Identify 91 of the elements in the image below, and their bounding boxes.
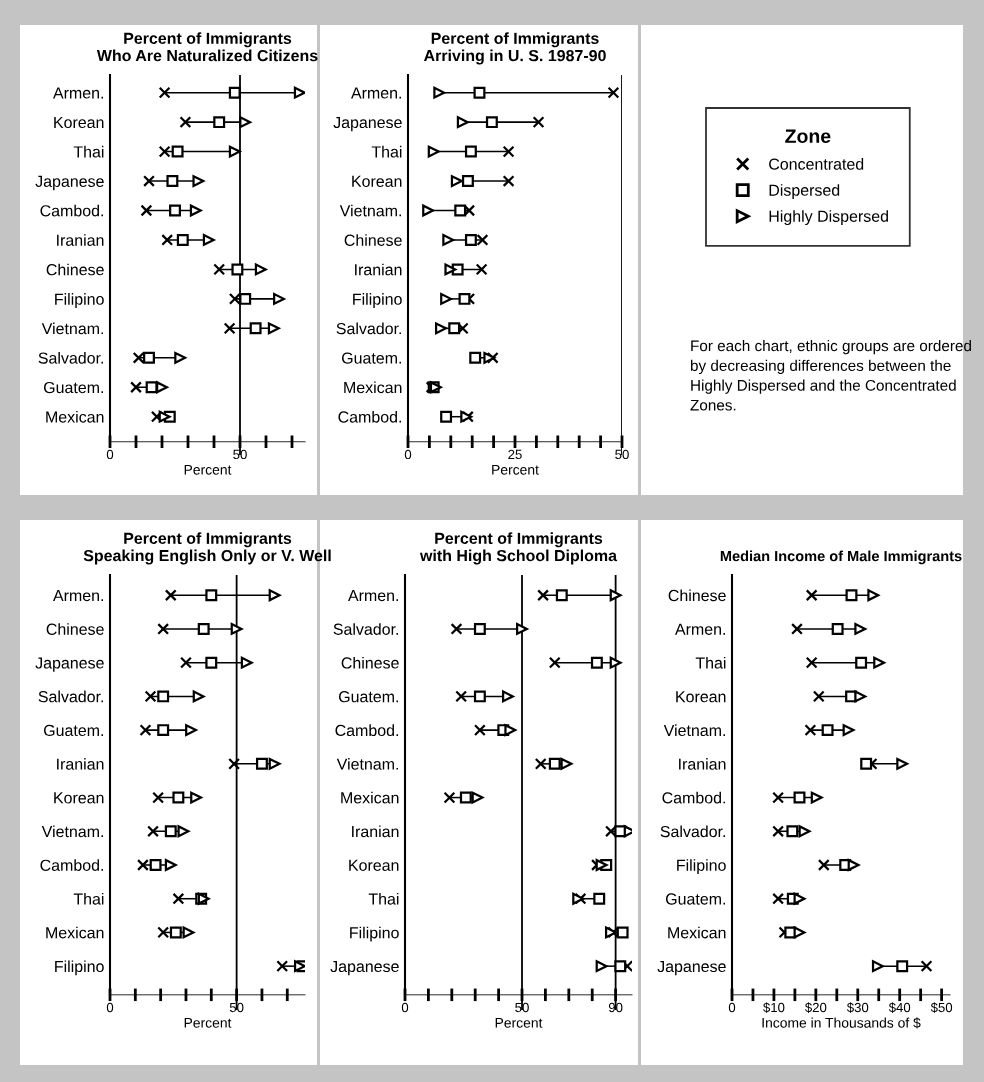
y-tick-label: Filipino [350,926,399,942]
x-tick-label: 50 [229,1002,244,1013]
y-tick-label: Guatem. [666,893,725,905]
chart-title: Median Income of Male Immigrants [720,550,962,565]
y-tick-label: Japanese [330,960,399,976]
y-tick-label: Japanese [35,657,104,672]
x-tick-label: 0 [106,1002,114,1013]
x-tick-label: 50 [515,1002,529,1013]
x-tick-label: $30 [846,1002,869,1013]
x-tick-label: 90 [608,1002,623,1013]
y-tick-label: Chinese [46,263,104,276]
chart-title: Percent of Immigrants Speaking English Only or V. Well [83,532,331,565]
y-tick-label: Filipino [677,859,726,875]
y-tick-label: Mexican [341,791,399,804]
x-tick-label: 25 [508,449,522,460]
x-tick-label: $50 [930,1002,953,1013]
x-tick-label: 0 [106,449,114,460]
y-tick-label: Cambod. [40,204,103,217]
y-tick-label: Chinese [46,623,104,635]
y-tick-label: Vietnam. [663,724,725,737]
y-tick-label: Thai [368,892,399,905]
legend-label: Highly Dispersed [769,210,888,226]
y-tick-label: Guatem. [339,691,398,703]
legend-label: Dispersed [769,184,840,200]
x-tick-label: 0 [728,1002,736,1013]
y-tick-label: Mexican [668,926,726,939]
y-tick-label: Armen. [53,590,103,602]
y-tick-label: Guatem. [44,724,103,737]
y-tick-label: Vietnam. [339,204,401,217]
y-tick-label: Japanese [657,960,726,976]
y-tick-label: Vietnam. [336,758,398,770]
y-tick-label: Guatem. [342,352,401,364]
y-tick-label: Japanese [333,116,402,132]
x-axis-title: Percent [184,464,232,475]
y-tick-label: Armen. [53,87,103,99]
y-tick-label: Thai [73,145,104,158]
y-tick-label: Cambod. [662,791,725,804]
x-tick-label: 0 [401,1002,409,1013]
y-tick-label: Salvador. [660,825,725,838]
y-tick-label: Salvador. [336,322,401,335]
y-tick-label: Cambod. [335,724,398,737]
x-axis-title: Percent [184,1018,232,1028]
y-tick-label: Korean [54,116,104,129]
y-tick-label: Chinese [344,234,402,246]
y-tick-label: Japanese [35,175,104,191]
y-tick-label: Vietnam. [41,322,103,335]
y-tick-label: Vietnam. [41,825,103,838]
y-tick-label: Filipino [353,293,402,308]
y-tick-label: Chinese [668,589,726,602]
chart-title: Percent of Immigrants with High School Diploma [419,532,618,565]
y-tick-label: Iranian [679,758,726,770]
y-tick-label: Armen. [348,590,398,602]
x-tick-label: $10 [763,1002,785,1013]
legend-label: Concentrated [769,158,864,170]
y-tick-label: Korean [54,792,104,804]
y-tick-label: Armen. [675,623,725,635]
y-tick-label: Armen. [351,87,401,99]
y-tick-label: Chinese [341,656,399,669]
x-tick-label: $40 [888,1002,911,1013]
y-tick-label: Thai [371,145,402,158]
y-tick-label: Iranian [355,263,402,276]
y-tick-label: Filipino [55,960,104,976]
y-tick-label: Filipino [55,293,104,308]
x-tick-label: $20 [804,1002,827,1013]
text: For each chart, ethnic groups are ordered by decreasing differences between the Highly Dispersed and the Concentrated Zones. [690,340,971,411]
legend-title: Zone [785,129,831,144]
chart-title: Percent of Immigrants Who Are Naturalized Citizens [96,32,318,62]
y-tick-label: Korean [676,691,726,703]
chart-title: Percent of Immigrants Arriving in U. S. 1987-90 [423,32,606,65]
y-tick-label: Cambod. [40,859,103,871]
y-tick-label: Iranian [57,234,104,246]
y-tick-label: Salvador. [333,623,398,635]
y-tick-label: Thai [73,892,104,905]
x-tick-label: 50 [615,449,629,460]
y-tick-label: Mexican [46,926,104,939]
y-tick-label: Cambod. [338,410,401,423]
x-tick-label: 0 [404,449,412,460]
y-tick-label: Guatem. [44,381,103,394]
y-tick-label: Thai [695,656,726,669]
y-tick-label: Iranian [352,825,399,838]
y-tick-label: Mexican [46,410,104,423]
y-tick-label: Mexican [344,381,402,394]
x-axis-title: Income in Thousands of $ [762,1017,921,1029]
y-tick-label: Salvador. [38,690,103,703]
y-tick-label: Korean [349,859,399,871]
x-axis-title: Percent [492,464,539,475]
y-tick-label: Iranian [57,758,104,770]
x-axis-title: Percent [495,1018,543,1028]
x-tick-label: 50 [233,449,247,460]
y-tick-label: Korean [352,175,402,187]
y-tick-label: Salvador. [38,352,103,364]
